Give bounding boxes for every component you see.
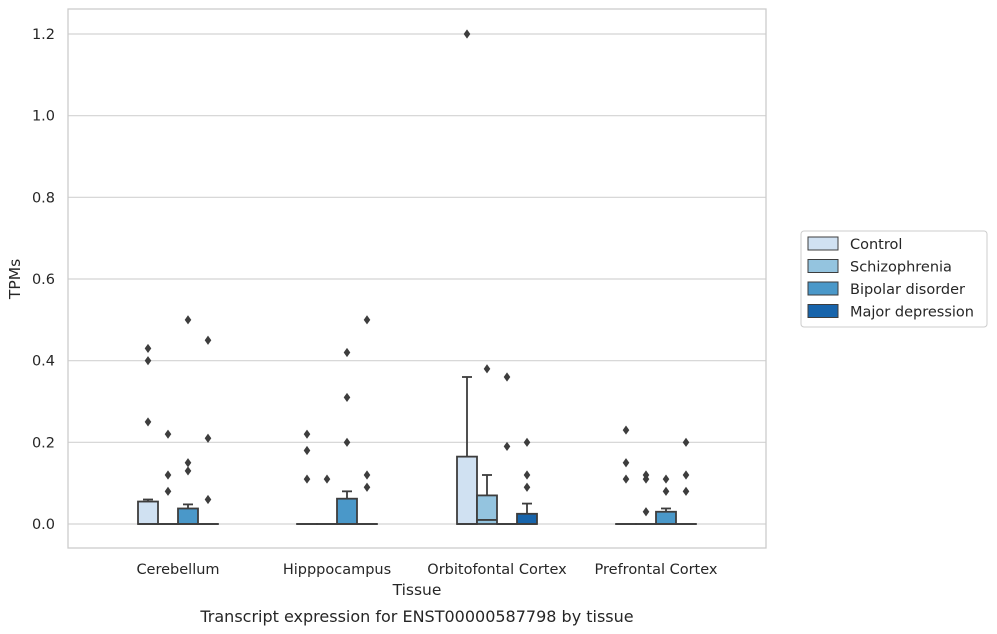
box-major-depression — [516, 502, 538, 525]
box-schizophrenia — [476, 474, 498, 525]
x-tick-label: Hipppocampus — [283, 562, 391, 578]
box-body — [177, 507, 199, 525]
outlier-point — [184, 458, 192, 468]
x-tick-label: Orbitofontal Cortex — [427, 562, 567, 578]
legend-swatch — [807, 304, 839, 318]
outlier-point — [622, 458, 630, 468]
outlier-point — [164, 429, 172, 439]
y-axis-ticks: 0.0 0.2 0.4 0.6 0.8 1.0 1.2 — [32, 27, 55, 533]
figure-caption: Transcript expression for ENST0000058779… — [199, 607, 633, 626]
outlier-point — [682, 470, 690, 480]
legend-label: Bipolar disorder — [850, 282, 965, 298]
legend-swatch — [807, 259, 839, 273]
outlier-point — [343, 347, 351, 358]
legend-items: Control Schizophrenia Bipolar disorder Majo… — [807, 236, 974, 321]
legend-label: Major depression — [850, 305, 974, 321]
outlier-point — [463, 29, 471, 39]
outlier-point — [343, 392, 351, 403]
box-body — [456, 455, 478, 525]
legend-swatch — [807, 236, 839, 251]
outlier-point — [483, 364, 491, 374]
outlier-point — [363, 482, 371, 492]
box-control — [456, 376, 478, 525]
outlier-point — [662, 474, 670, 484]
outlier-point — [303, 429, 311, 439]
boxes — [137, 376, 697, 525]
y-tick-label: 0.2 — [32, 435, 55, 451]
outlier-point — [164, 470, 172, 480]
box-body — [137, 500, 159, 525]
legend-label: Control — [850, 237, 902, 253]
outlier-point — [204, 335, 212, 345]
outlier-point — [523, 482, 531, 492]
box-body — [655, 510, 677, 525]
outlier-point — [363, 315, 371, 325]
outlier-point — [682, 486, 690, 496]
outlier-point — [343, 437, 351, 447]
box-body — [476, 494, 498, 525]
outlier-point — [503, 441, 511, 452]
outlier-point — [503, 372, 511, 382]
outlier-point — [144, 343, 152, 354]
x-tick-label: Cerebellum — [136, 562, 219, 578]
legend-swatch — [807, 281, 839, 296]
outlier-point — [622, 425, 630, 435]
legend-label: Schizophrenia — [850, 260, 952, 276]
legend: Control Schizophrenia Bipolar disorder Majo… — [800, 230, 988, 328]
outlier-point — [662, 486, 670, 496]
outlier-point — [363, 470, 371, 480]
x-tick-label: Prefrontal Cortex — [595, 562, 718, 578]
y-tick-label: 0.8 — [32, 190, 55, 206]
box-bipolar-disorder — [336, 490, 358, 525]
outlier-point — [523, 437, 531, 447]
gridlines — [68, 33, 766, 525]
y-tick-label: 0.6 — [32, 272, 55, 288]
outlier-points — [144, 29, 690, 517]
y-tick-label: 1.0 — [32, 109, 55, 125]
outlier-point — [204, 494, 212, 505]
box-bipolar-disorder — [655, 507, 677, 525]
outlier-point — [164, 486, 172, 496]
box-control — [137, 498, 159, 525]
outlier-point — [303, 474, 311, 484]
plot-frame — [67, 8, 767, 549]
outlier-point — [642, 474, 650, 484]
outlier-point — [622, 474, 630, 484]
box-body — [516, 512, 538, 525]
outlier-point — [204, 433, 212, 443]
y-tick-label: 0.4 — [32, 354, 55, 370]
legend-frame — [800, 230, 988, 328]
outlier-point — [144, 417, 152, 427]
outlier-point — [144, 356, 152, 366]
box-body — [336, 497, 358, 525]
y-tick-label: 1.2 — [32, 27, 55, 43]
x-axis-ticks: Cerebellum Hipppocampus Orbitofontal Corte… — [136, 562, 717, 578]
outlier-point — [523, 470, 531, 480]
y-axis-title: TPMs — [6, 259, 24, 300]
outlier-point — [642, 507, 650, 517]
outlier-point — [184, 315, 192, 325]
y-tick-label: 0.0 — [32, 517, 55, 533]
box-bipolar-disorder — [177, 503, 199, 525]
outlier-point — [303, 445, 311, 456]
outlier-point — [323, 474, 331, 484]
x-axis-title: Tissue — [392, 581, 442, 599]
outlier-point — [682, 437, 690, 447]
outlier-point — [184, 466, 192, 476]
